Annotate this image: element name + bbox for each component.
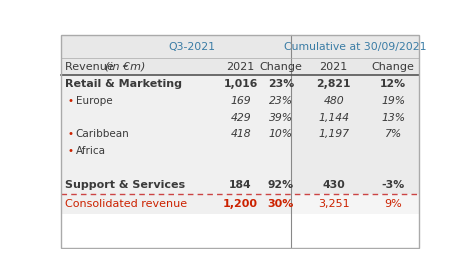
Text: •: •: [68, 95, 74, 106]
Text: 30%: 30%: [268, 199, 294, 209]
Text: 2,821: 2,821: [316, 79, 351, 89]
Text: 480: 480: [323, 95, 344, 106]
Text: 23%: 23%: [269, 95, 293, 106]
Bar: [61, 75, 419, 194]
Text: -3%: -3%: [382, 180, 405, 190]
Text: 1,200: 1,200: [223, 199, 258, 209]
Text: 2021: 2021: [320, 62, 348, 72]
Text: 2021: 2021: [227, 62, 255, 72]
Text: 1,197: 1,197: [318, 129, 349, 139]
Text: 7%: 7%: [385, 129, 402, 139]
Bar: [61, 58, 419, 75]
Text: Q3-2021: Q3-2021: [168, 42, 215, 52]
Bar: [61, 75, 291, 194]
Text: Europe: Europe: [75, 95, 112, 106]
Text: 9%: 9%: [384, 199, 402, 209]
Text: 429: 429: [230, 113, 251, 123]
Text: •: •: [68, 129, 74, 139]
Text: Caribbean: Caribbean: [75, 129, 129, 139]
Text: 418: 418: [230, 129, 251, 139]
Text: 169: 169: [230, 95, 251, 106]
Text: 39%: 39%: [269, 113, 293, 123]
Text: 92%: 92%: [268, 180, 294, 190]
Text: 12%: 12%: [380, 79, 406, 89]
Text: Africa: Africa: [75, 146, 106, 157]
Text: Cumulative at 30/09/2021: Cumulative at 30/09/2021: [284, 42, 426, 52]
Text: Consolidated revenue: Consolidated revenue: [65, 199, 187, 209]
Text: 1,144: 1,144: [318, 113, 349, 123]
Text: 1,016: 1,016: [223, 79, 258, 89]
Text: 23%: 23%: [268, 79, 294, 89]
Text: 430: 430: [322, 180, 345, 190]
Bar: [61, 194, 291, 214]
Text: 13%: 13%: [381, 113, 405, 123]
Text: (in €m): (in €m): [105, 62, 146, 72]
Text: Retail & Marketing: Retail & Marketing: [65, 79, 182, 89]
Text: 3,251: 3,251: [318, 199, 350, 209]
Bar: [61, 35, 419, 58]
Text: Support & Services: Support & Services: [65, 180, 185, 190]
Text: 184: 184: [229, 180, 252, 190]
Text: Revenue: Revenue: [65, 62, 117, 72]
Text: Change: Change: [259, 62, 302, 72]
Text: 19%: 19%: [381, 95, 405, 106]
Bar: [61, 194, 419, 214]
Text: Change: Change: [372, 62, 415, 72]
Text: 10%: 10%: [269, 129, 293, 139]
Text: •: •: [68, 146, 74, 157]
